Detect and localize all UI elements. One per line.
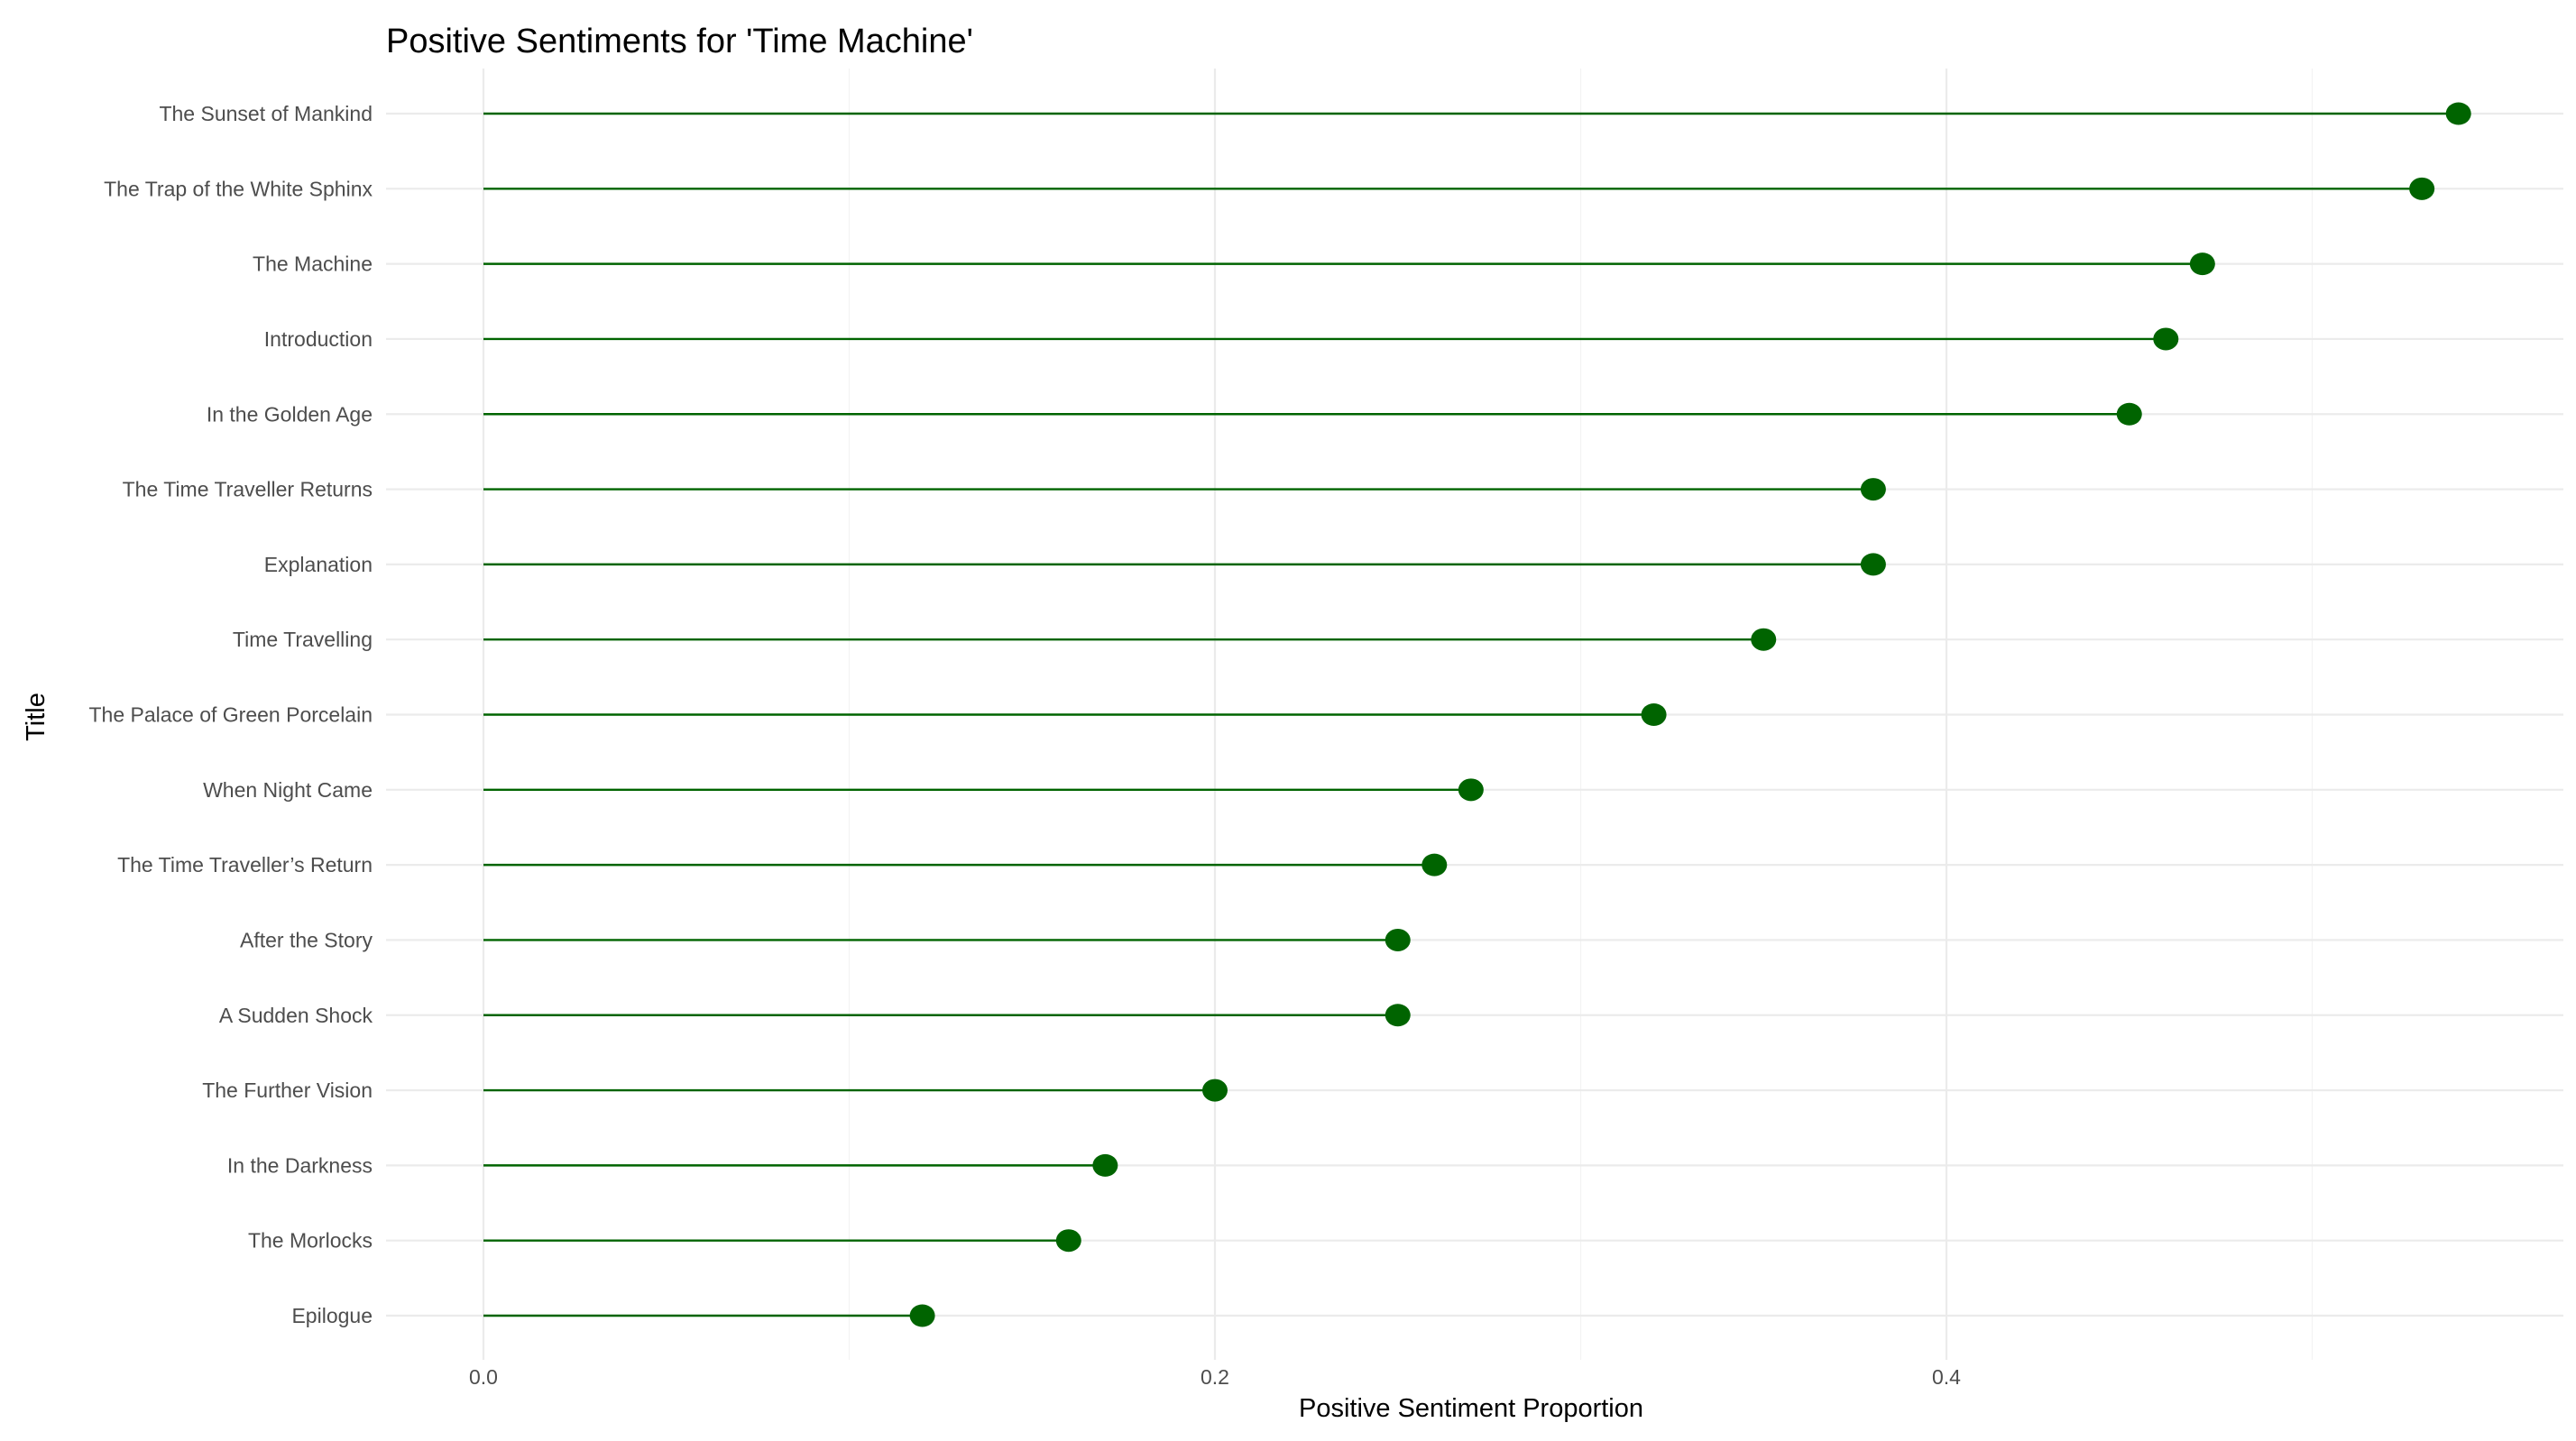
y-tick-label: When Night Came — [203, 778, 373, 802]
lollipop-point — [1751, 628, 1777, 651]
lollipop-point — [2409, 177, 2435, 200]
y-tick-label: Explanation — [264, 553, 373, 576]
y-tick-label: The Further Vision — [202, 1078, 373, 1102]
lollipop-point — [1385, 928, 1411, 951]
lollipop-point — [1860, 553, 1886, 576]
lollipop-point — [1055, 1229, 1081, 1253]
lollipop-point — [1641, 703, 1667, 726]
lollipop-point — [1092, 1153, 1118, 1177]
x-tick-label: 0.0 — [469, 1365, 498, 1389]
y-tick-label: The Palace of Green Porcelain — [88, 703, 373, 727]
y-tick-label: The Trap of the White Sphinx — [104, 177, 373, 200]
lollipop-stems — [483, 112, 2459, 1317]
lollipop-point — [2189, 252, 2215, 276]
y-tick-label: The Sunset of Mankind — [159, 102, 373, 125]
lollipop-point — [2116, 402, 2142, 426]
chart-title: Positive Sentiments for 'Time Machine' — [386, 23, 973, 60]
x-tick-label: 0.4 — [1932, 1365, 1961, 1389]
x-axis-tick-labels: 0.0 0.2 0.4 — [469, 1365, 1961, 1389]
lollipop-point — [1202, 1078, 1228, 1102]
x-axis-title: Positive Sentiment Proportion — [1299, 1394, 1643, 1423]
y-tick-label: In the Darkness — [227, 1153, 373, 1177]
y-tick-label: In the Golden Age — [207, 402, 373, 426]
lollipop-point — [909, 1304, 935, 1327]
lollipop-point — [1385, 1004, 1411, 1027]
lollipop-point — [1458, 778, 1484, 802]
y-tick-label: Time Travelling — [233, 628, 373, 651]
y-axis-title: Title — [22, 693, 51, 741]
lollipop-points — [909, 102, 2471, 1327]
y-tick-label: After the Story — [240, 928, 373, 951]
lollipop-point — [2153, 327, 2179, 351]
lollipop-point — [2445, 102, 2471, 125]
y-tick-label: Introduction — [264, 327, 373, 351]
lollipop-point — [1421, 853, 1448, 877]
y-tick-label: Epilogue — [291, 1304, 373, 1327]
lollipop-point — [1860, 478, 1886, 501]
y-tick-label: The Machine — [253, 252, 373, 276]
y-tick-label: A Sudden Shock — [219, 1004, 373, 1027]
y-tick-label: The Time Traveller’s Return — [117, 853, 373, 877]
y-axis-tick-labels: The Sunset of Mankind The Trap of the Whi… — [88, 102, 373, 1327]
y-tick-label: The Morlocks — [248, 1229, 373, 1253]
y-tick-label: The Time Traveller Returns — [123, 478, 373, 501]
x-tick-label: 0.2 — [1201, 1365, 1229, 1389]
